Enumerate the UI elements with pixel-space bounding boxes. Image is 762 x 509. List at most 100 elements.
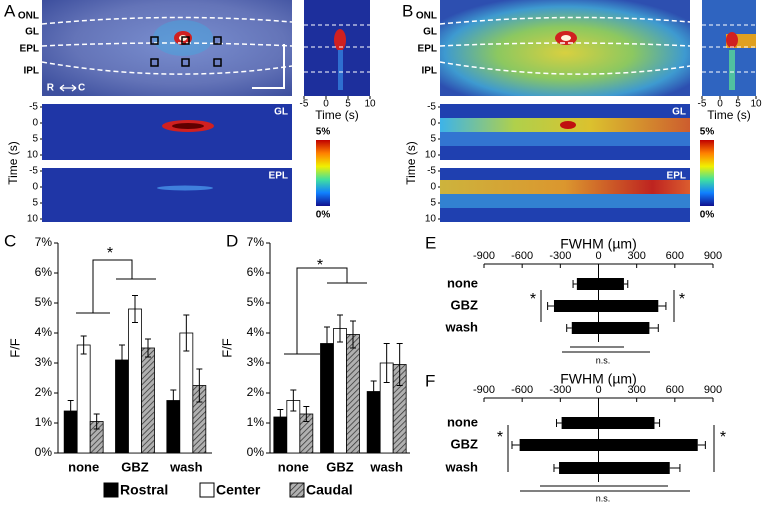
legend-label: Caudal	[306, 482, 353, 498]
y-tick-label: wash	[444, 319, 478, 334]
colorbar-label: 0%	[700, 210, 715, 221]
y-tick-label: 2%	[247, 385, 265, 399]
panel-label: D	[226, 231, 238, 250]
heatmap-label: EPL	[667, 171, 686, 182]
y-tick-label: 1%	[247, 415, 265, 429]
hotspot	[726, 32, 738, 48]
y-tick-label: none	[447, 414, 478, 429]
y-tick-label: 5	[430, 198, 436, 209]
error-bar	[697, 441, 706, 449]
roi	[150, 36, 159, 45]
annotation: *	[107, 245, 113, 262]
layer-boundary	[304, 24, 370, 73]
bar	[519, 439, 698, 451]
bar	[559, 462, 670, 474]
legend-label: Rostral	[120, 482, 168, 498]
x-tick-label: 5	[345, 99, 351, 110]
panel-label: B	[402, 1, 413, 20]
error-bar	[669, 464, 681, 472]
layer-label: EPL	[418, 44, 437, 55]
significance-bracket	[76, 259, 156, 314]
heatmap-label: GL	[672, 107, 686, 118]
x-tick-label: 0	[717, 99, 723, 110]
bar	[561, 417, 655, 429]
layer-label: ONL	[18, 11, 39, 22]
y-tick-label: 7%	[247, 235, 265, 249]
error-bar	[623, 280, 629, 288]
legend-swatch	[289, 482, 305, 498]
x-axis-label: FWHM (µm)	[560, 236, 636, 252]
trace	[338, 50, 343, 90]
roi	[150, 58, 159, 67]
x-tick-label: 600	[666, 384, 684, 396]
y-tick-label: 7%	[35, 235, 53, 249]
panel-label: C	[4, 231, 16, 250]
trace	[729, 50, 735, 90]
hotspot	[561, 35, 571, 41]
image	[42, 0, 292, 96]
x-axis-label: Time (s)	[707, 108, 751, 122]
colorbar-label: 5%	[700, 127, 715, 138]
significance-bracket	[284, 267, 367, 355]
y-tick-label: 10	[425, 150, 437, 161]
layer-boundary	[439, 16, 691, 25]
orientation-label: C	[78, 83, 85, 94]
image	[440, 0, 690, 96]
y-tick-label: 1%	[35, 415, 53, 429]
bar	[141, 347, 155, 454]
x-tick-label: -900	[473, 250, 495, 262]
x-tick-label: -600	[511, 250, 533, 262]
x-tick-label: -600	[511, 384, 533, 396]
x-tick-label: 900	[704, 384, 722, 396]
bar	[128, 308, 142, 454]
y-tick-label: 6%	[35, 265, 53, 279]
panel-label: E	[425, 233, 436, 252]
x-tick-label: none	[68, 459, 99, 474]
colorbar	[316, 140, 330, 206]
error-bar	[556, 419, 562, 427]
annotation: *	[497, 429, 503, 446]
error-bar	[277, 409, 284, 425]
y-tick-label: 10	[27, 214, 39, 225]
bar	[76, 344, 91, 454]
error-bar	[290, 389, 297, 412]
y-tick-label: 5	[430, 134, 436, 145]
roi	[181, 58, 190, 67]
y-tick-label: -5	[427, 102, 436, 113]
x-tick-label: GBZ	[326, 459, 354, 474]
significance-lines	[507, 425, 715, 492]
error-bar	[511, 441, 520, 449]
error-bar	[183, 314, 190, 352]
heatmap	[42, 168, 292, 222]
error-bar	[196, 368, 203, 403]
x-tick-label: 0	[323, 99, 329, 110]
annotation: *	[530, 291, 536, 308]
y-axis-label: F/F	[219, 338, 234, 358]
y-tick-label: 0	[32, 118, 38, 129]
error-bar	[93, 413, 100, 430]
orientation-label: R	[47, 83, 55, 94]
error-bar	[145, 338, 151, 358]
error-bar	[80, 335, 87, 355]
annotation: *	[720, 429, 726, 446]
heatmap-spot	[172, 123, 204, 129]
y-tick-label: 3%	[35, 355, 53, 369]
y-tick-label: 0	[430, 182, 436, 193]
legend-label: Center	[216, 482, 261, 498]
y-tick-label: 0	[32, 182, 38, 193]
heatmap-band	[440, 180, 690, 194]
x-tick-label: 600	[666, 250, 684, 262]
layer-label: IPL	[23, 66, 39, 77]
error-bar	[383, 343, 390, 383]
layer-label: IPL	[421, 66, 437, 77]
y-tick-label: 6%	[247, 265, 265, 279]
x-tick-label: wash	[169, 459, 203, 474]
orientation-arrow	[59, 84, 77, 92]
layer-boundary	[41, 42, 293, 47]
y-tick-label: 5	[32, 134, 38, 145]
error-bar	[553, 464, 560, 472]
y-tick-label: 5	[32, 198, 38, 209]
bar	[571, 322, 650, 334]
layer-boundary	[439, 42, 691, 47]
panel-label: A	[4, 1, 16, 20]
